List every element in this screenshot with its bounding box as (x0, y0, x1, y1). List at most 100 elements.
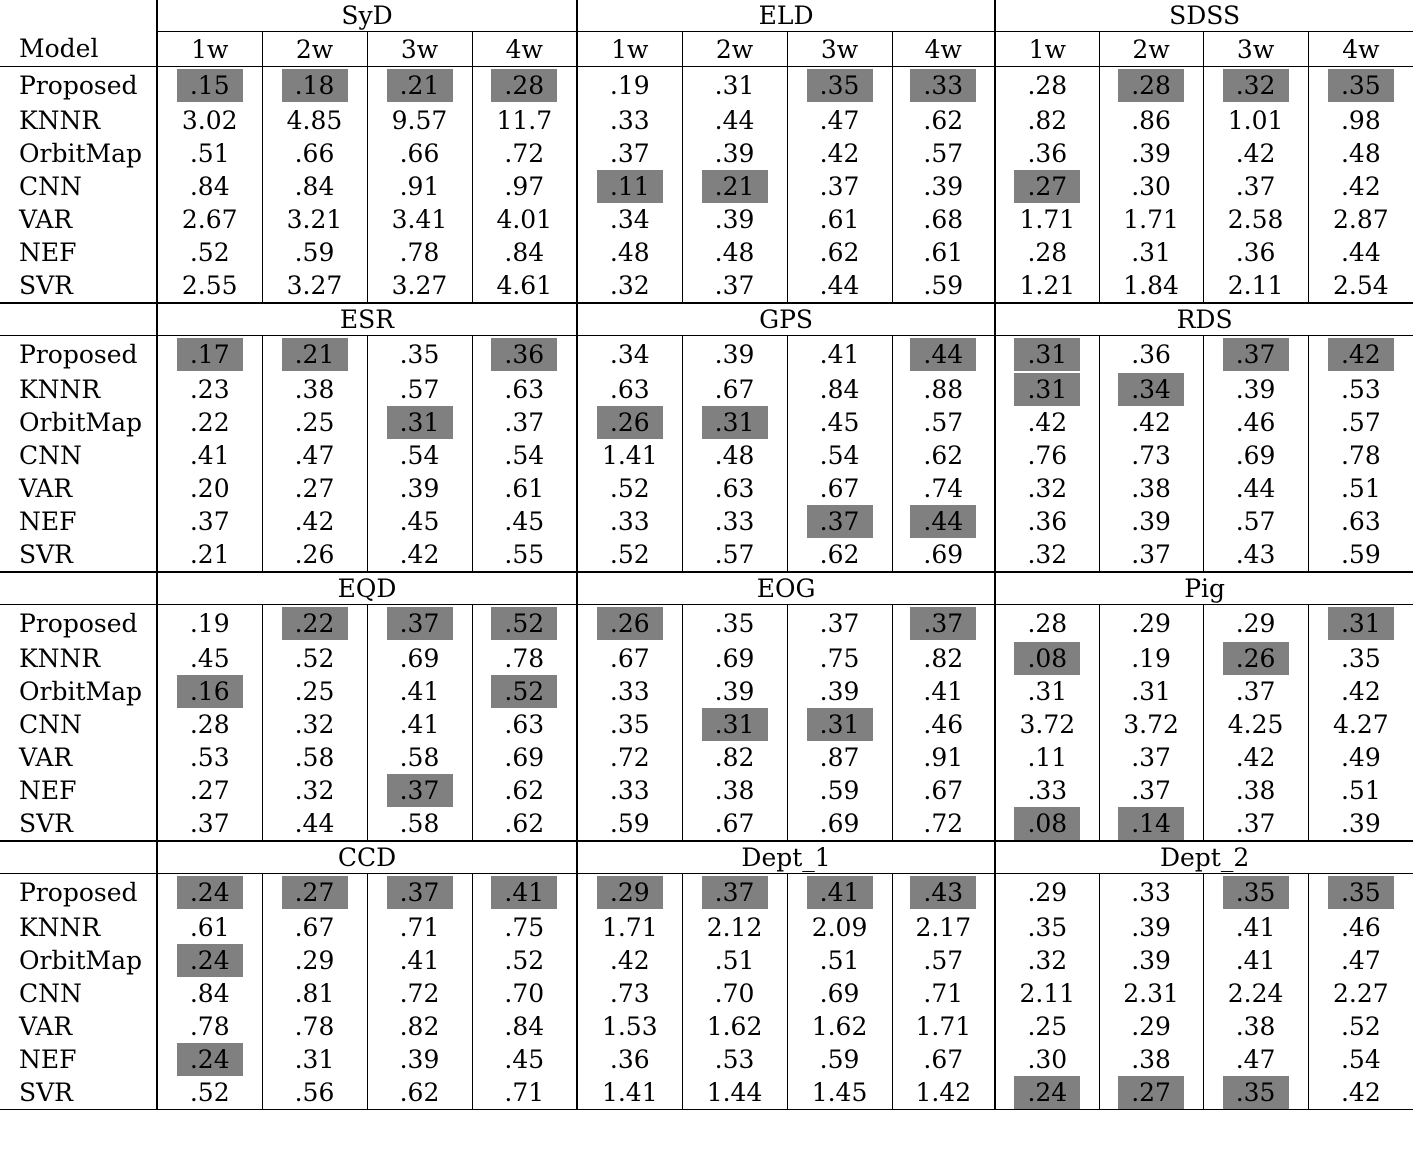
value-cell: .91 (366, 170, 472, 203)
value-text: .41 (399, 710, 440, 739)
value-text: .57 (399, 375, 440, 404)
value-cell: .70 (681, 977, 788, 1010)
value-cell: .31 (1307, 604, 1414, 642)
best-value-highlight: .37 (806, 505, 873, 538)
value-cell: .35 (1307, 873, 1414, 911)
model-name: KNNR (19, 913, 101, 942)
value-cell: .11 (994, 741, 1100, 774)
value-text: .45 (819, 408, 860, 437)
value-cell: .14 (1098, 807, 1204, 841)
value-cell: .34 (576, 203, 683, 236)
value-cell: .54 (366, 439, 472, 472)
value-text: .73 (1131, 441, 1171, 470)
model-name: KNNR (19, 106, 101, 135)
value-text: .42 (294, 507, 335, 536)
value-text: .58 (294, 743, 335, 772)
value-text: .70 (714, 979, 755, 1008)
model-name: CNN (19, 441, 82, 470)
value-cell: .52 (1307, 1010, 1414, 1043)
best-value-highlight: .27 (281, 876, 348, 909)
value-cell: .31 (994, 675, 1100, 708)
value-cell: .46 (1307, 911, 1414, 944)
model-name: KNNR (19, 644, 101, 673)
value-cell: .42 (1307, 170, 1414, 203)
week-header: 1w (576, 31, 683, 67)
value-text: .48 (1340, 139, 1381, 168)
value-text: .51 (1340, 474, 1381, 503)
value-text: .75 (504, 913, 545, 942)
best-value-highlight: .35 (1327, 876, 1394, 909)
value-cell: .53 (156, 741, 262, 774)
value-text: .47 (294, 441, 335, 470)
value-text: 3.27 (286, 271, 343, 300)
value-cell: .26 (261, 538, 367, 572)
value-text: .28 (1027, 238, 1068, 267)
value-cell: .57 (681, 538, 788, 572)
dataset-name: EOG (576, 571, 996, 605)
value-text: .19 (1131, 644, 1171, 673)
value-text: .32 (294, 710, 335, 739)
best-value-highlight: .35 (1222, 876, 1289, 909)
value-cell: .39 (891, 170, 996, 203)
value-cell: .72 (891, 807, 996, 841)
best-value-highlight: .29 (596, 876, 663, 909)
value-cell: .75 (786, 642, 893, 675)
value-cell: .42 (1202, 137, 1309, 170)
value-cell: .37 (1202, 675, 1309, 708)
value-text: .39 (714, 205, 755, 234)
value-text: .51 (714, 946, 755, 975)
value-text: .74 (923, 474, 964, 503)
value-text: .37 (504, 408, 545, 437)
value-cell: .47 (261, 439, 367, 472)
value-cell: .73 (1098, 439, 1204, 472)
value-text: .38 (1235, 776, 1276, 805)
value-cell: .52 (156, 1076, 262, 1110)
value-cell: .24 (994, 1076, 1100, 1110)
value-cell: .26 (576, 406, 683, 439)
value-text: .36 (1235, 238, 1276, 267)
value-text: .58 (399, 743, 440, 772)
value-text: .61 (504, 474, 545, 503)
value-text: .69 (923, 540, 964, 569)
value-text: .84 (189, 172, 230, 201)
value-text: .39 (399, 474, 440, 503)
dataset-header-row: EQD EOG Pig (0, 571, 1414, 605)
value-text: .72 (609, 743, 650, 772)
value-cell: .63 (576, 373, 683, 406)
value-text: .39 (1131, 507, 1171, 536)
table-row: KNNR 3.02 4.85 9.57 11.7 .33 .44 .47 .62 .82 .86 1.… (0, 104, 1414, 137)
model-name: OrbitMap (19, 946, 142, 975)
value-text: .39 (1131, 946, 1171, 975)
value-text: .33 (609, 776, 650, 805)
value-cell: .78 (1307, 439, 1414, 472)
value-text: .32 (1027, 474, 1068, 503)
value-cell: 1.42 (891, 1076, 996, 1110)
value-cell: .69 (681, 642, 788, 675)
value-cell: .38 (1098, 472, 1204, 505)
value-cell: .52 (576, 538, 683, 572)
value-text: .11 (1027, 743, 1068, 772)
value-cell: 1.62 (681, 1010, 788, 1043)
value-text: .46 (1340, 913, 1381, 942)
value-text: .45 (504, 1045, 545, 1074)
value-text: .39 (1131, 913, 1171, 942)
value-cell: .58 (366, 807, 472, 841)
value-cell: .62 (366, 1076, 472, 1110)
value-text: 1.42 (915, 1078, 972, 1107)
dataset-header-row: SyD ELD SDSS (0, 0, 1414, 32)
value-text: .44 (714, 106, 755, 135)
value-cell: .36 (994, 137, 1100, 170)
value-cell: .29 (1098, 604, 1204, 642)
value-cell: .31 (681, 66, 788, 104)
value-cell: 2.17 (891, 911, 996, 944)
table-row: OrbitMap .51 .66 .66 .72 .37 .39 .42 .57 .36 .39 .4… (0, 137, 1414, 170)
value-text: .70 (504, 979, 545, 1008)
value-cell: 2.12 (681, 911, 788, 944)
model-name: SVR (19, 271, 74, 300)
value-cell: .25 (261, 406, 367, 439)
value-text: .23 (189, 375, 230, 404)
value-text: .33 (609, 106, 650, 135)
value-cell: .39 (366, 1043, 472, 1076)
value-cell: .22 (156, 406, 262, 439)
value-cell: .26 (576, 604, 683, 642)
